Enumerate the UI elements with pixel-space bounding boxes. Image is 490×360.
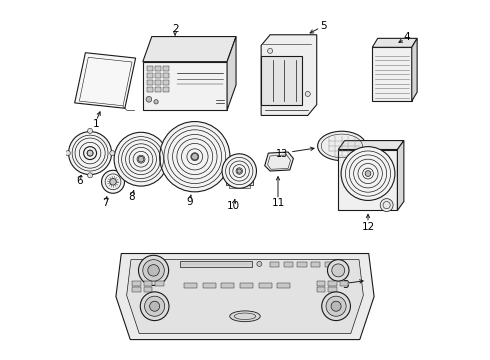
Bar bbox=[284, 262, 293, 267]
Polygon shape bbox=[227, 37, 236, 110]
Polygon shape bbox=[143, 37, 236, 62]
Text: 13: 13 bbox=[276, 149, 288, 159]
Circle shape bbox=[341, 147, 395, 201]
Bar bbox=[372, 47, 412, 101]
Circle shape bbox=[160, 122, 230, 192]
Text: 12: 12 bbox=[362, 222, 375, 231]
Polygon shape bbox=[116, 253, 374, 339]
Circle shape bbox=[237, 169, 242, 173]
Bar bbox=[340, 281, 348, 286]
Circle shape bbox=[110, 150, 115, 156]
Circle shape bbox=[140, 292, 169, 320]
Circle shape bbox=[305, 91, 310, 96]
Bar bbox=[324, 262, 334, 267]
Text: 9: 9 bbox=[186, 197, 193, 207]
Bar bbox=[144, 287, 152, 292]
Circle shape bbox=[69, 132, 112, 175]
Circle shape bbox=[101, 170, 124, 193]
Circle shape bbox=[138, 156, 144, 162]
Bar bbox=[317, 281, 325, 286]
Bar bbox=[132, 281, 141, 286]
Bar bbox=[277, 283, 290, 288]
Polygon shape bbox=[261, 56, 302, 105]
Circle shape bbox=[192, 153, 198, 160]
Circle shape bbox=[326, 296, 346, 316]
Polygon shape bbox=[265, 152, 294, 171]
Circle shape bbox=[146, 96, 152, 102]
Bar bbox=[297, 262, 307, 267]
Bar bbox=[163, 80, 169, 85]
Text: 8: 8 bbox=[129, 192, 135, 202]
Ellipse shape bbox=[318, 131, 366, 161]
Bar bbox=[155, 87, 161, 92]
Circle shape bbox=[139, 255, 169, 285]
Text: 11: 11 bbox=[271, 198, 285, 208]
Bar bbox=[203, 283, 216, 288]
Polygon shape bbox=[261, 35, 317, 116]
Circle shape bbox=[145, 296, 165, 316]
Text: 4: 4 bbox=[403, 32, 410, 41]
Ellipse shape bbox=[230, 311, 260, 321]
Circle shape bbox=[380, 199, 393, 212]
Text: 6: 6 bbox=[76, 176, 83, 186]
Bar bbox=[180, 261, 252, 267]
Bar bbox=[155, 80, 161, 85]
Circle shape bbox=[331, 301, 341, 311]
Polygon shape bbox=[126, 260, 364, 333]
Circle shape bbox=[148, 265, 159, 276]
Bar bbox=[328, 281, 337, 286]
Polygon shape bbox=[338, 140, 404, 149]
Bar bbox=[338, 149, 397, 211]
Text: 10: 10 bbox=[227, 201, 240, 211]
Bar bbox=[155, 66, 161, 71]
Bar bbox=[155, 281, 164, 286]
Circle shape bbox=[87, 150, 93, 156]
Text: 2: 2 bbox=[172, 24, 178, 35]
Bar bbox=[163, 73, 169, 78]
Bar bbox=[311, 262, 320, 267]
Circle shape bbox=[88, 129, 93, 134]
Circle shape bbox=[257, 261, 262, 266]
Bar bbox=[147, 87, 153, 92]
Bar bbox=[147, 66, 153, 71]
Bar bbox=[155, 73, 161, 78]
Bar bbox=[143, 62, 227, 110]
Text: 7: 7 bbox=[102, 198, 108, 208]
Circle shape bbox=[365, 171, 371, 176]
Circle shape bbox=[114, 132, 168, 186]
Bar bbox=[259, 283, 271, 288]
Circle shape bbox=[327, 260, 349, 281]
Polygon shape bbox=[397, 140, 404, 211]
Bar bbox=[144, 281, 152, 286]
Bar bbox=[228, 185, 250, 188]
Circle shape bbox=[322, 292, 350, 320]
Polygon shape bbox=[74, 53, 136, 108]
Bar bbox=[147, 80, 153, 85]
Bar bbox=[225, 178, 253, 185]
Text: 3: 3 bbox=[343, 280, 349, 290]
Bar bbox=[328, 287, 337, 292]
Circle shape bbox=[65, 150, 71, 156]
Polygon shape bbox=[372, 39, 417, 47]
Bar bbox=[132, 287, 141, 292]
Circle shape bbox=[110, 179, 116, 185]
Circle shape bbox=[149, 301, 160, 311]
Circle shape bbox=[143, 260, 164, 281]
Circle shape bbox=[88, 173, 93, 178]
Bar bbox=[147, 73, 153, 78]
Circle shape bbox=[154, 100, 158, 104]
Bar bbox=[317, 287, 325, 292]
Bar bbox=[163, 66, 169, 71]
Circle shape bbox=[332, 264, 344, 277]
Bar bbox=[163, 87, 169, 92]
Text: 5: 5 bbox=[320, 21, 327, 31]
Polygon shape bbox=[412, 39, 417, 101]
Circle shape bbox=[222, 154, 256, 188]
Circle shape bbox=[268, 48, 272, 53]
Bar bbox=[184, 283, 197, 288]
Bar bbox=[240, 283, 253, 288]
Bar bbox=[221, 283, 234, 288]
Bar bbox=[270, 262, 279, 267]
Text: 1: 1 bbox=[93, 120, 99, 129]
